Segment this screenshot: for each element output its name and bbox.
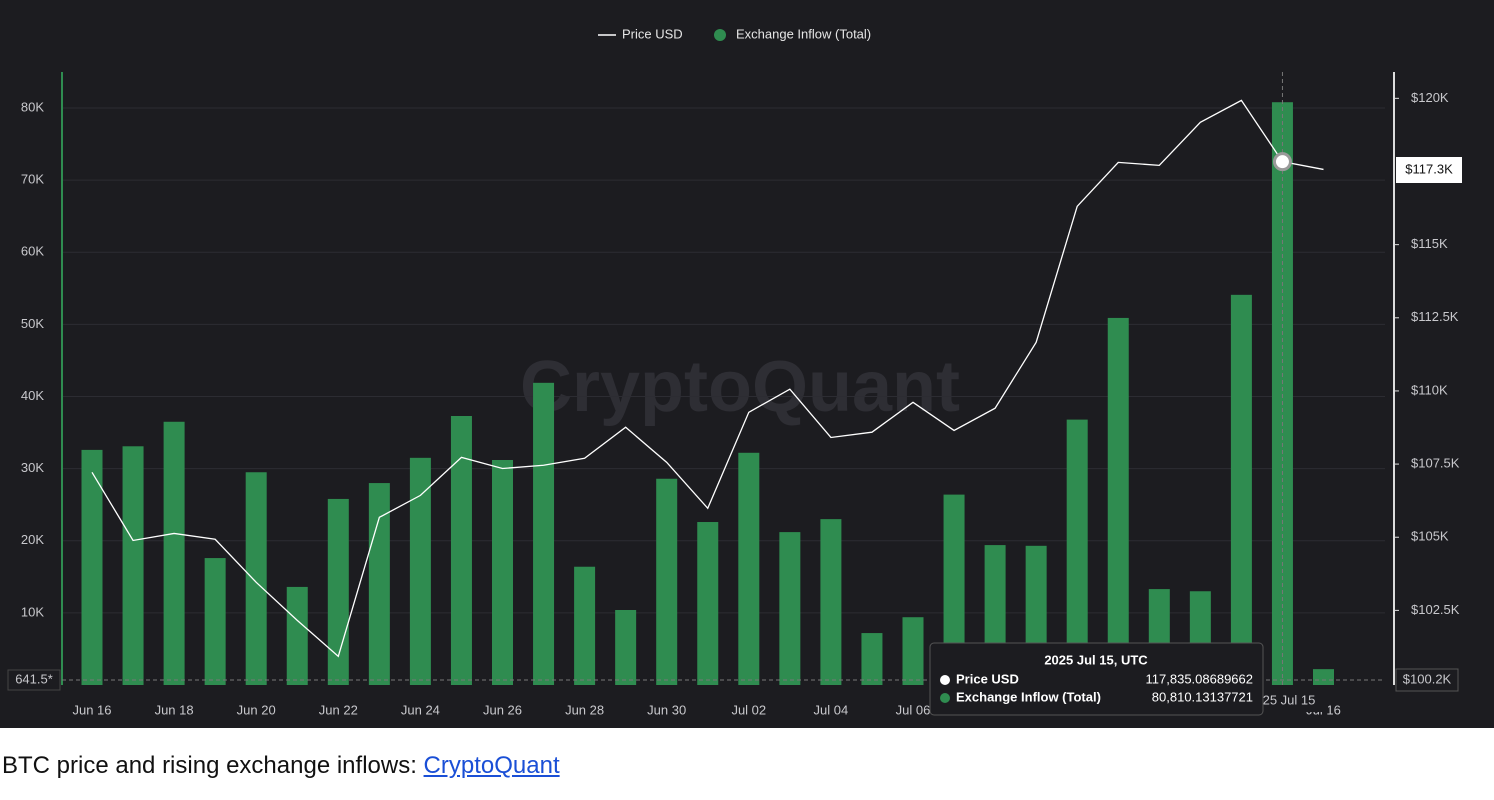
legend-label: Price USD	[622, 26, 683, 41]
bar	[163, 421, 185, 685]
x-tick-label: Jun 28	[565, 702, 604, 717]
bar	[1066, 419, 1088, 685]
x-tick-label: Jun 18	[155, 702, 194, 717]
bar	[122, 446, 144, 685]
y-tick-label: 50K	[21, 316, 44, 331]
x-tick-label: Jun 22	[319, 702, 358, 717]
last-price-box	[1396, 157, 1462, 183]
y2-tick-label: $112.5K	[1411, 309, 1459, 324]
y2-tick-label: $120K	[1411, 90, 1449, 105]
x-tick-label: Jun 16	[72, 702, 111, 717]
x-tick-label: Jun 30	[647, 702, 686, 717]
y-tick-label: 80K	[21, 99, 44, 114]
bar	[1230, 294, 1252, 685]
crosshair-x-label: 25 Jul 15	[1263, 692, 1316, 707]
bar	[943, 494, 965, 685]
bar	[1313, 669, 1334, 685]
bar	[656, 478, 678, 685]
bar	[492, 459, 513, 685]
x-tick-label: Jun 24	[401, 702, 440, 717]
tooltip-title: 2025 Jul 15, UTC	[1044, 652, 1148, 667]
bar	[450, 416, 472, 685]
legend-dot	[714, 29, 726, 41]
tooltip-label: Exchange Inflow (Total)	[956, 689, 1101, 704]
x-tick-label: Jul 04	[814, 702, 849, 717]
y2-tick-label: $102.5K	[1411, 602, 1460, 617]
tooltip-label: Price USD	[956, 671, 1019, 686]
bar	[204, 558, 226, 685]
crosshair-y-box	[7, 669, 61, 691]
tooltip-dot	[940, 693, 950, 703]
bar	[820, 519, 842, 685]
tooltip-box	[929, 642, 1264, 716]
y2-tick-label: $107.5K	[1411, 456, 1460, 471]
bar	[615, 609, 637, 685]
x-tick-label: Jul 06	[896, 702, 931, 717]
y-tick-label: 10K	[21, 604, 44, 619]
bar	[409, 457, 431, 685]
bar	[81, 449, 103, 685]
y2-tick-label: $105K	[1411, 529, 1449, 544]
caption-link[interactable]: CryptoQuant	[423, 752, 560, 779]
tooltip-value: 117,835.08689662	[1146, 671, 1253, 686]
bar	[286, 586, 308, 685]
tooltip-value: 80,810.13137721	[1152, 689, 1253, 704]
x-tick-label: Jun 26	[483, 702, 522, 717]
chart: CryptoQuant 10K 20K 30K 40K 50K 60K 70K 80K $102…	[0, 0, 1494, 728]
y-tick-label: 70K	[21, 172, 44, 187]
bar	[697, 522, 719, 685]
y2-tick-label: $110K	[1411, 382, 1448, 397]
hover-dot	[1272, 152, 1292, 172]
bar	[902, 617, 924, 685]
crosshair-y2-box	[1395, 668, 1459, 692]
legend-label: Exchange Inflow (Total)	[736, 26, 871, 41]
crosshair-y-label: 641.5*	[15, 671, 53, 686]
y2-tick-label: $115K	[1411, 236, 1448, 251]
bar	[1271, 102, 1293, 685]
y-tick-label: 30K	[21, 460, 44, 475]
bar	[574, 566, 596, 685]
bar	[738, 452, 760, 685]
caption: BTC price and rising exchange inflows: C…	[2, 752, 560, 780]
caption-text: BTC price and rising exchange inflows:	[2, 752, 424, 779]
crosshair-x-box	[1250, 690, 1328, 712]
x-tick-label: Jul 02	[731, 702, 766, 717]
bar	[1107, 317, 1129, 685]
bar	[245, 472, 267, 685]
y-tick-label: 60K	[21, 244, 44, 259]
tooltip-dot	[940, 675, 950, 685]
y-tick-label: 40K	[21, 388, 44, 403]
y-tick-label: 20K	[21, 532, 44, 547]
watermark: CryptoQuant	[520, 347, 960, 427]
bar	[861, 633, 883, 685]
last-price-label: $117.3K	[1405, 161, 1453, 176]
bar	[533, 382, 555, 685]
x-tick-label: Jun 20	[237, 702, 276, 717]
price-line	[91, 99, 1324, 658]
crosshair-y2-label: $100.2K	[1403, 671, 1452, 686]
bar	[779, 532, 801, 685]
